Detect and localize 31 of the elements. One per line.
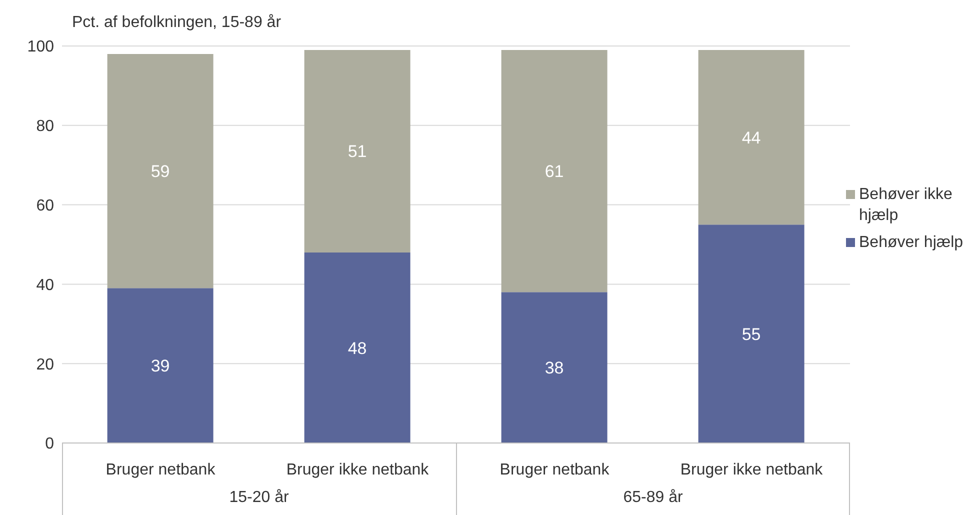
legend-label: Behøver hjælp (859, 233, 964, 253)
legend-label: Behøver ikke hjælp (859, 185, 954, 226)
x-tick-label: Bruger netbank (500, 461, 610, 478)
y-tick-label: 0 (45, 436, 54, 453)
bar (304, 252, 410, 443)
y-tick-label: 80 (36, 118, 54, 136)
data-label: 48 (348, 338, 367, 358)
bar (304, 50, 410, 252)
y-tick-label: 60 (36, 197, 54, 214)
data-label: 59 (150, 162, 170, 182)
y-tick-label: 20 (36, 356, 54, 374)
data-label: 61 (544, 162, 564, 182)
data-label: 39 (150, 356, 170, 376)
bar (698, 224, 804, 443)
data-label: 44 (742, 128, 761, 148)
data-label: 51 (348, 142, 367, 162)
y-tick-label: 100 (27, 38, 54, 56)
text: 15-20 år (228, 489, 290, 507)
y-axis-title: Pct. af befolkningen, 15-89 år (72, 14, 282, 32)
bar (501, 50, 608, 292)
x-tick-label: Bruger ikke netbank (286, 461, 430, 478)
data-label: 38 (544, 358, 564, 378)
y-tick-label: 40 (36, 276, 54, 294)
bar (107, 288, 214, 443)
bar (107, 54, 214, 288)
x-tick-label: Bruger ikke netbank (680, 461, 824, 478)
bar (698, 50, 804, 225)
data-label: 55 (742, 324, 761, 344)
x-tick-label: Bruger netbank (106, 461, 216, 478)
text: 65-89 år (622, 489, 684, 507)
bar (501, 292, 608, 443)
